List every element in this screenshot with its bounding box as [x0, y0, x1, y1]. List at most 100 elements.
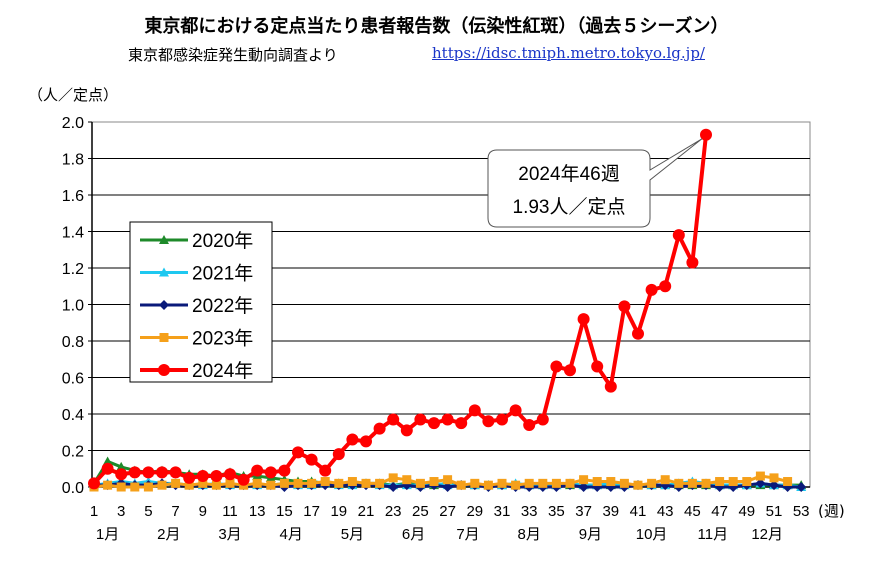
data-point — [224, 468, 236, 481]
data-point — [468, 404, 481, 417]
y-tick-label: 1.2 — [62, 261, 84, 278]
x-tick-label: 9 — [199, 503, 207, 520]
data-point — [115, 468, 128, 481]
annotation-line1: 2024年46週 — [518, 163, 619, 185]
x-tick-label: 19 — [330, 503, 347, 520]
y-axis-label: （人／定点） — [28, 86, 119, 104]
data-point — [184, 480, 194, 490]
data-point — [429, 477, 439, 487]
data-point — [360, 435, 372, 448]
data-point — [659, 280, 672, 293]
month-label: 3月 — [218, 526, 241, 543]
data-point — [672, 229, 685, 242]
data-point — [577, 313, 590, 326]
legend — [129, 221, 273, 383]
data-point — [128, 466, 141, 479]
y-tick-label: 1.6 — [62, 188, 84, 205]
y-tick-label: 0.4 — [62, 407, 84, 424]
data-point — [332, 448, 345, 461]
month-label: 2月 — [157, 526, 180, 543]
data-point — [441, 413, 454, 426]
data-point — [159, 333, 169, 342]
data-point — [278, 464, 291, 477]
data-point — [551, 478, 561, 488]
data-point — [796, 482, 807, 492]
data-point — [101, 462, 114, 475]
data-point — [632, 327, 644, 340]
data-point — [579, 475, 589, 485]
data-point — [210, 470, 223, 483]
data-point — [442, 482, 453, 492]
month-label: 12月 — [751, 526, 783, 543]
x-tick-label: 33 — [521, 503, 538, 520]
data-point — [443, 475, 453, 485]
data-point — [645, 283, 658, 296]
y-tick-label: 1.8 — [62, 152, 84, 169]
data-point — [715, 477, 725, 487]
data-point — [211, 480, 221, 490]
data-point — [755, 471, 765, 481]
data-point — [252, 478, 262, 488]
data-point — [606, 477, 616, 487]
data-point — [619, 478, 629, 488]
data-point — [415, 478, 425, 488]
x-tick-label: 37 — [575, 503, 592, 520]
data-point — [388, 473, 398, 483]
y-tick-label: 1.4 — [62, 225, 84, 242]
data-point — [143, 482, 153, 492]
data-point — [375, 478, 385, 488]
chart-subtitle: 東京都感染症発生動向調査より — [128, 46, 338, 64]
data-point — [279, 478, 289, 488]
month-label: 10月 — [636, 526, 668, 543]
month-label: 6月 — [402, 526, 425, 543]
x-tick-label: 51 — [766, 503, 783, 520]
data-point — [293, 478, 303, 488]
x-tick-label: 13 — [249, 503, 266, 520]
month-label: 9月 — [579, 526, 602, 543]
legend-label: 2023年 — [192, 328, 253, 350]
data-point — [159, 235, 169, 244]
legend-label: 2020年 — [192, 230, 253, 252]
data-point — [319, 464, 332, 477]
x-tick-label: 5 — [144, 503, 152, 520]
data-point — [159, 267, 169, 277]
y-tick-label: 0.8 — [62, 334, 84, 351]
data-point — [196, 470, 209, 483]
data-point — [334, 478, 344, 488]
y-tick-label: 1.0 — [62, 298, 84, 315]
x-tick-label: 53 — [793, 503, 810, 520]
data-point — [156, 466, 168, 479]
series-line-2023年 — [93, 474, 788, 489]
y-tick-label: 0.6 — [62, 371, 84, 388]
data-point — [320, 477, 330, 487]
data-point — [305, 453, 318, 466]
data-point — [633, 480, 643, 490]
data-point — [647, 478, 657, 488]
data-point — [455, 417, 468, 430]
data-point — [402, 475, 412, 485]
data-point — [660, 475, 670, 485]
x-tick-label: 11 — [222, 503, 238, 520]
data-point — [700, 128, 712, 141]
month-label: 4月 — [280, 526, 303, 543]
month-label: 5月 — [341, 526, 364, 543]
x-tick-label: 35 — [548, 503, 565, 520]
data-point — [687, 478, 697, 488]
data-point — [292, 446, 304, 459]
data-point — [116, 461, 127, 471]
data-point — [88, 477, 100, 490]
source-link[interactable]: https://idsc.tmiph.metro.tokyo.lg.jp/ — [432, 44, 705, 62]
data-point — [509, 404, 522, 417]
y-tick-label: 0.2 — [62, 444, 84, 461]
data-point — [728, 477, 738, 487]
legend-label: 2022年 — [192, 295, 253, 317]
data-point — [225, 478, 235, 488]
data-point — [511, 480, 521, 490]
data-point — [102, 456, 113, 466]
x-tick-label: 1 — [90, 503, 98, 520]
data-point — [266, 480, 276, 490]
data-point — [414, 413, 427, 426]
data-point — [361, 478, 371, 488]
data-point — [142, 466, 155, 479]
